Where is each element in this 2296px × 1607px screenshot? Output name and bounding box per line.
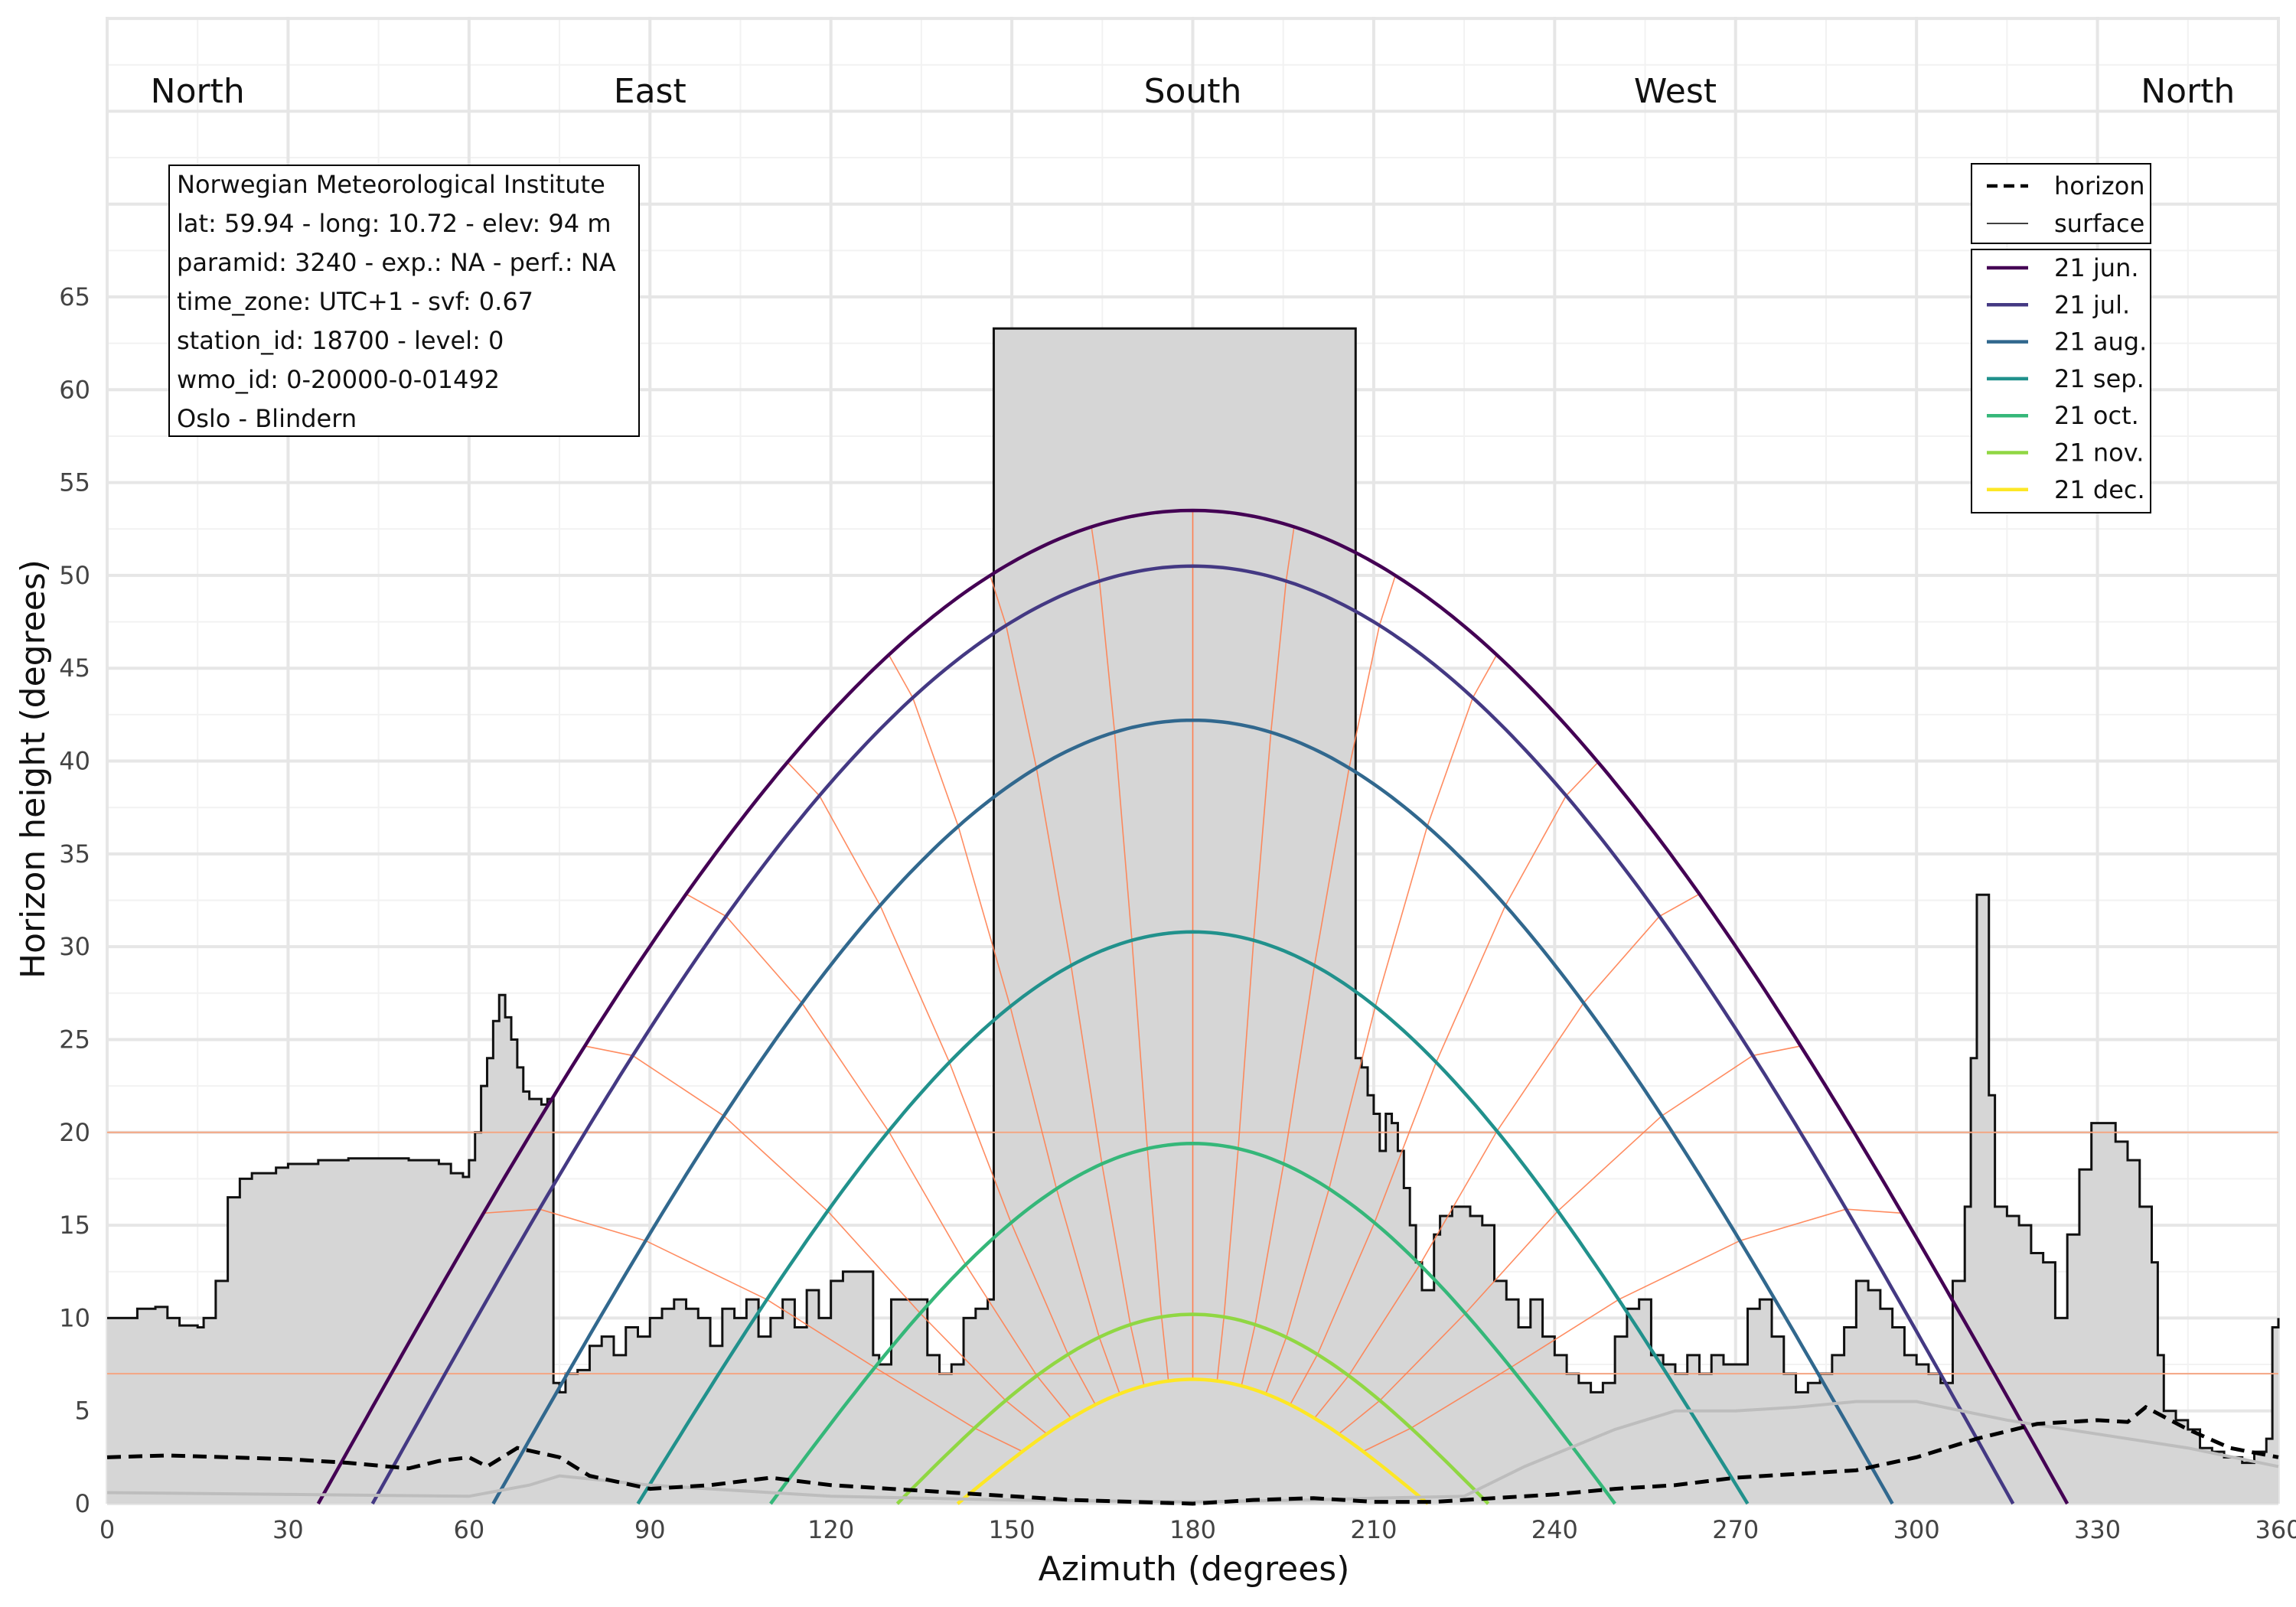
y-tick-label: 45 <box>59 654 90 683</box>
legend-sunpath-label: 21 sep. <box>2054 364 2144 393</box>
legend-sunpath-label: 21 oct. <box>2054 401 2139 430</box>
info-box-line: paramid: 3240 - exp.: NA - perf.: NA <box>177 248 616 277</box>
terrain-outline <box>107 327 2280 1465</box>
direction-label-north: North <box>151 72 245 111</box>
legend-sunpath-label: 21 jul. <box>2054 290 2130 319</box>
y-tick-label: 30 <box>59 932 90 961</box>
sun-path-series <box>895 1312 1490 1505</box>
x-tick-label: 270 <box>1712 1515 1759 1544</box>
info-box-lines: Norwegian Meteorological Institute lat: 5… <box>177 170 616 433</box>
direction-label-west: West <box>1634 72 1717 111</box>
info-box-line: Oslo - Blindern <box>177 404 357 433</box>
horizon-line <box>106 1404 2279 1506</box>
sun-path-series <box>956 1377 1430 1505</box>
direction-labels: North East South West North <box>151 72 2236 111</box>
x-tick-label: 330 <box>2074 1515 2121 1544</box>
y-tick-label: 55 <box>59 468 90 497</box>
legend-sunpath-label: 21 dec. <box>2054 475 2145 504</box>
y-tick-label: 20 <box>59 1118 90 1147</box>
info-box-line: time_zone: UTC+1 - svf: 0.67 <box>177 287 533 316</box>
direction-label-south: South <box>1144 72 1242 111</box>
sun-path-series <box>316 508 2069 1505</box>
x-tick-labels: 0 30 60 90 120 150 180 210 240 270 300 330 360 <box>99 1515 2296 1544</box>
legend-line-label: surface <box>2054 209 2144 238</box>
direction-label-east: East <box>614 72 687 111</box>
x-tick-label: 120 <box>807 1515 854 1544</box>
x-tick-label: 360 <box>2255 1515 2296 1544</box>
info-box-line: station_id: 18700 - level: 0 <box>177 326 504 355</box>
legend-line-label: horizon <box>2054 171 2145 200</box>
info-box-line: wmo_id: 0-20000-0-01492 <box>177 365 500 394</box>
direction-label-north: North <box>2141 72 2235 111</box>
surface-line <box>106 1400 2279 1504</box>
legend-sunpath-box <box>1971 249 2151 513</box>
info-box-frame <box>168 165 640 437</box>
y-tick-label: 50 <box>59 561 90 590</box>
x-tick-label: 0 <box>99 1515 115 1544</box>
sun-path-series <box>636 930 1750 1505</box>
info-box: Norwegian Meteorological Institute lat: 5… <box>168 165 640 437</box>
info-box-line: lat: 59.94 - long: 10.72 - elev: 94 m <box>177 209 611 238</box>
x-tick-label: 30 <box>272 1515 304 1544</box>
x-tick-label: 60 <box>453 1515 484 1544</box>
y-tick-labels: 0 5 10 15 20 25 30 35 40 45 50 55 60 65 <box>59 282 90 1518</box>
legend: horizon surface 21 jun. 21 jul. 21 aug. 21 s… <box>1971 163 2151 513</box>
x-axis-label: Azimuth (degrees) <box>1039 1550 1350 1589</box>
sun-path-series <box>769 1142 1616 1505</box>
y-tick-label: 40 <box>59 747 90 776</box>
y-tick-label: 25 <box>59 1025 90 1054</box>
y-tick-label: 35 <box>59 839 90 869</box>
y-tick-label: 65 <box>59 282 90 311</box>
x-tick-label: 180 <box>1169 1515 1216 1544</box>
sun-path-series <box>491 718 1894 1505</box>
info-box-line: Norwegian Meteorological Institute <box>177 170 605 199</box>
y-tick-label: 0 <box>75 1489 90 1518</box>
x-tick-label: 150 <box>989 1515 1035 1544</box>
legend-sunpath-label: 21 aug. <box>2054 328 2147 357</box>
y-tick-label: 60 <box>59 375 90 404</box>
legend-sunpath-label: 21 jun. <box>2054 253 2139 282</box>
legend-lines-box <box>1971 163 2151 244</box>
sun-path-series <box>370 564 2015 1505</box>
x-tick-label: 240 <box>1531 1515 1578 1544</box>
y-tick-label: 10 <box>59 1303 90 1332</box>
sun-paths <box>316 508 2069 1505</box>
x-tick-label: 210 <box>1350 1515 1397 1544</box>
x-tick-label: 300 <box>1893 1515 1940 1544</box>
y-axis-label: Horizon height (degrees) <box>14 559 53 979</box>
legend-sunpath-entries: 21 jun. 21 jul. 21 aug. 21 sep. 21 oct. 21 no… <box>1987 253 2147 504</box>
legend-line-entries: horizon surface <box>1987 171 2145 238</box>
y-tick-label: 15 <box>59 1211 90 1240</box>
horizon-lines <box>106 1400 2279 1506</box>
legend-sunpath-label: 21 nov. <box>2054 438 2144 468</box>
y-tick-label: 5 <box>75 1397 90 1426</box>
x-tick-label: 90 <box>634 1515 666 1544</box>
